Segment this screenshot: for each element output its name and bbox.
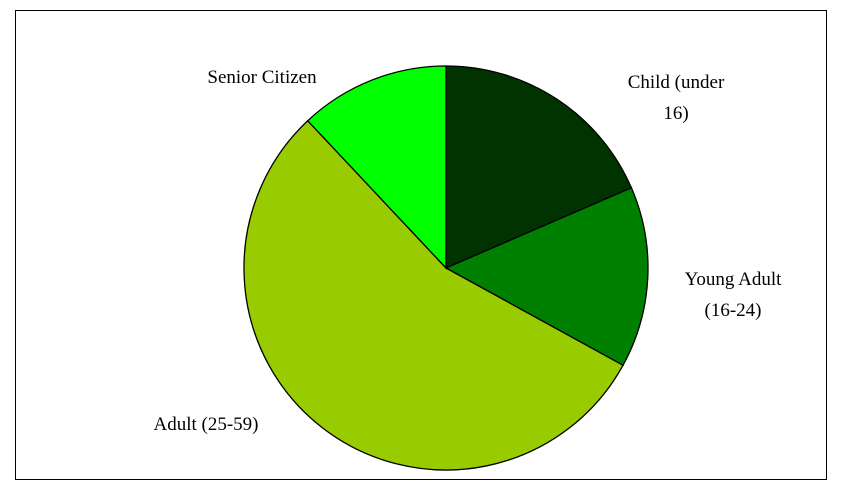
pie-slice-adult-25-59 (243, 119, 624, 471)
pie-label-line: (16-24) (705, 300, 762, 321)
pie-label-adult-25-59: Adult (25-59) (153, 414, 258, 435)
chart-frame: Child (under 16) Young Adult (16-24) Adult (… (15, 10, 827, 480)
pie-chart: Child (under 16) Young Adult (16-24) Adult (… (153, 65, 782, 471)
pie-slice-child-under-16 (445, 65, 633, 269)
pie-label-senior-citizen: Senior Citizen (207, 67, 317, 88)
pie-labels: Child (under 16) Young Adult (16-24) Adult (… (153, 67, 782, 435)
pie-label-child-under-16: Child (under 16) (628, 72, 725, 124)
pie-label-line: Child (under (628, 72, 725, 93)
pie-label-line: Senior Citizen (207, 67, 317, 88)
pie-label-line: Adult (25-59) (153, 414, 258, 435)
pie-slices (243, 65, 649, 471)
pie-slice-senior-citizen (306, 65, 447, 270)
pie-label-line: Young Adult (685, 269, 783, 290)
pie-slice-young-adult-16-24 (444, 186, 649, 367)
pie-label-line: 16) (663, 103, 688, 124)
pie-label-young-adult-16-24: Young Adult (16-24) (685, 269, 783, 321)
